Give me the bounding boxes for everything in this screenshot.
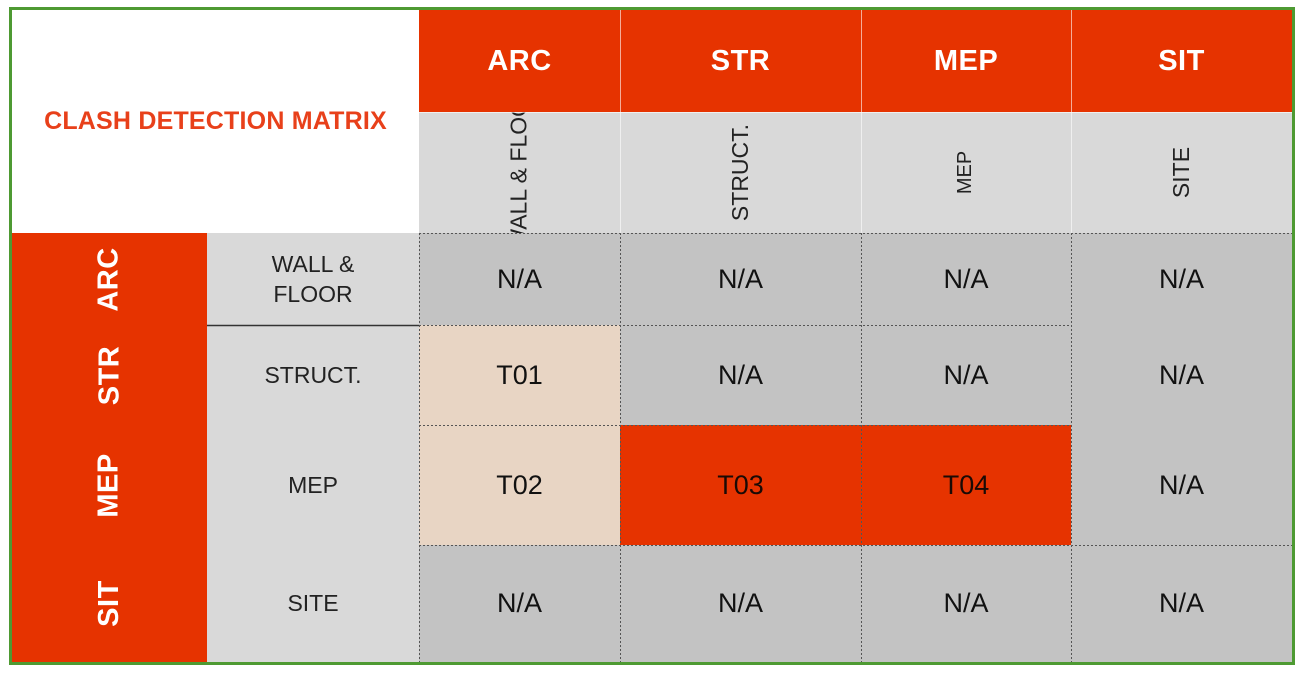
row-header-mep: MEP — [12, 425, 207, 545]
cell-str-mep: N/A — [861, 325, 1071, 425]
row-header-sit: SIT — [12, 545, 207, 662]
cell-mep-str: T03 — [620, 425, 861, 545]
col-subheader-site: SITE — [1071, 112, 1292, 233]
cell-str-str: N/A — [620, 325, 861, 425]
col-subheader-mep: MEP — [861, 112, 1071, 233]
cell-arc-mep: N/A — [861, 233, 1071, 325]
col-subheader-wall-floor: WALL & FLOOR — [419, 112, 620, 233]
col-header-arc: ARC — [419, 10, 620, 112]
cell-arc-sit: N/A — [1071, 233, 1292, 325]
grid-lines — [207, 10, 1292, 662]
cell-arc-arc: N/A — [419, 233, 620, 325]
col-header-str: STR — [620, 10, 861, 112]
clash-matrix: CLASH DETECTION MATRIX ARC STR MEP SIT W… — [9, 7, 1295, 665]
cell-sit-str: N/A — [620, 545, 861, 662]
cell-str-arc: T01 — [419, 325, 620, 425]
col-header-mep: MEP — [861, 10, 1071, 112]
row-header-arc: ARC — [12, 233, 207, 325]
cell-str-sit: N/A — [1071, 325, 1292, 425]
col-header-sit: SIT — [1071, 10, 1292, 112]
row-header-str: STR — [12, 325, 207, 425]
row-subheader-wall-floor: WALL & FLOOR — [207, 233, 419, 325]
matrix-title: CLASH DETECTION MATRIX — [12, 10, 419, 233]
row-subheader-site: SITE — [207, 545, 419, 662]
cell-sit-arc: N/A — [419, 545, 620, 662]
cell-sit-sit: N/A — [1071, 545, 1292, 662]
row-subheader-struct: STRUCT. — [207, 325, 419, 425]
row-subheader-mep: MEP — [207, 425, 419, 545]
col-subheader-struct: STRUCT. — [620, 112, 861, 233]
cell-mep-arc: T02 — [419, 425, 620, 545]
cell-sit-mep: N/A — [861, 545, 1071, 662]
cell-mep-mep: T04 — [861, 425, 1071, 545]
cell-mep-sit: N/A — [1071, 425, 1292, 545]
cell-arc-str: N/A — [620, 233, 861, 325]
